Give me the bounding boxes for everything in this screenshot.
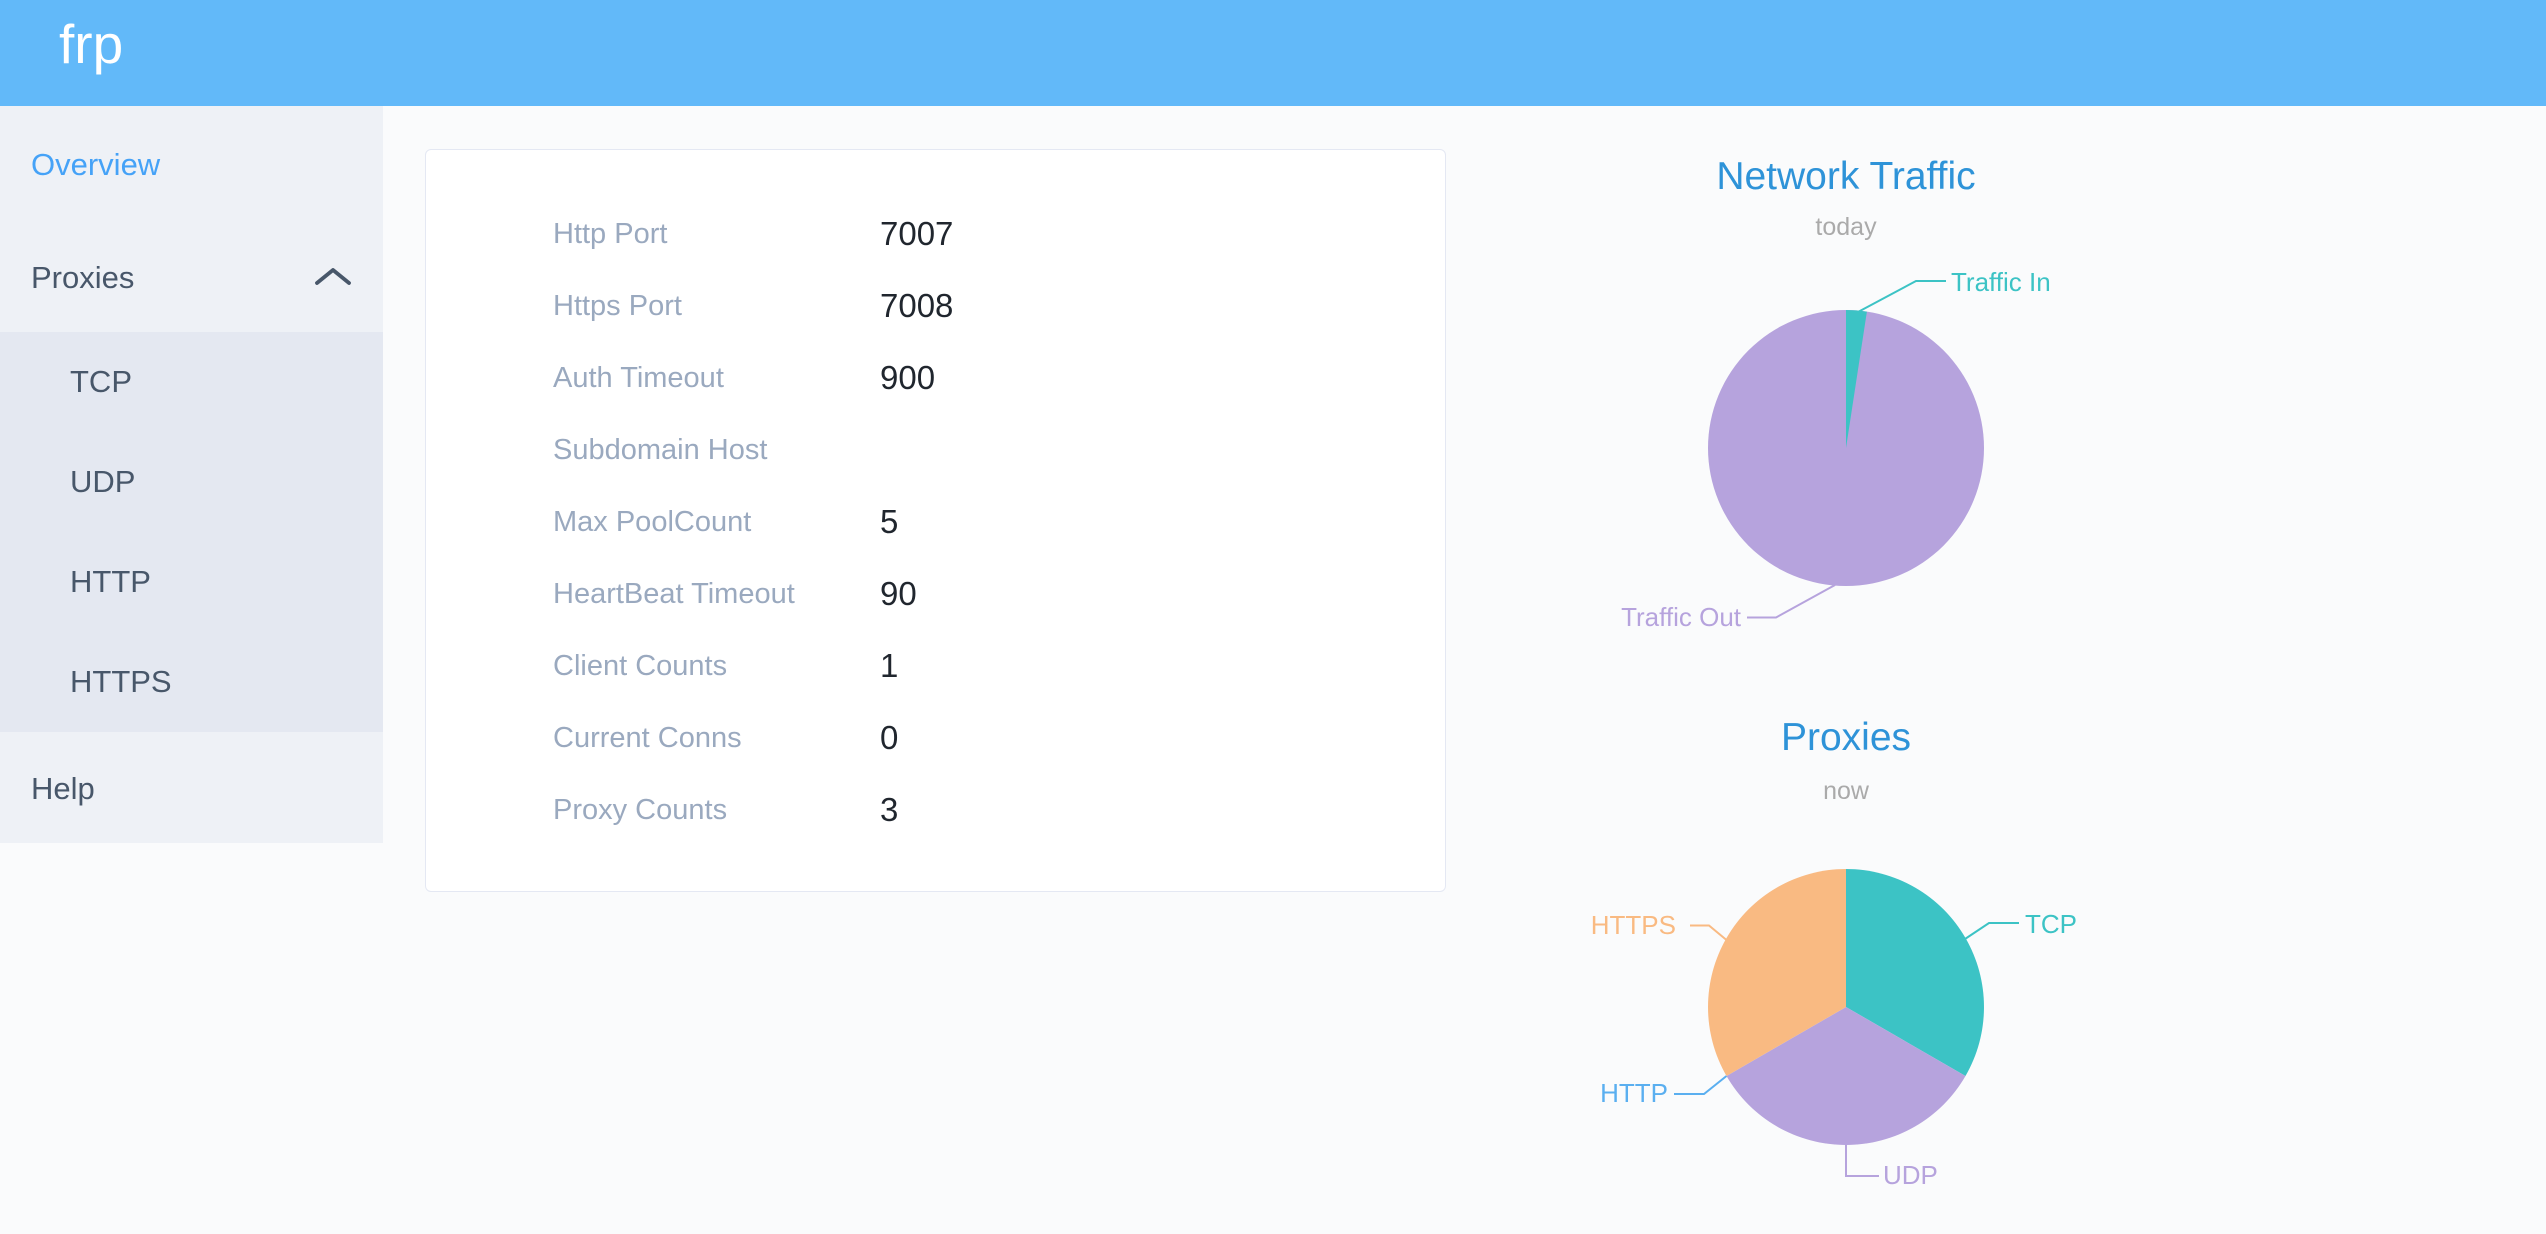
svg-text:Network Traffic: Network Traffic bbox=[1716, 155, 1975, 198]
svg-text:UDP: UDP bbox=[1883, 1160, 1938, 1190]
svg-text:TCP: TCP bbox=[2025, 909, 2077, 939]
svg-text:today: today bbox=[1815, 213, 1877, 241]
svg-text:Traffic In: Traffic In bbox=[1951, 267, 2051, 297]
svg-text:HTTP: HTTP bbox=[1600, 1078, 1668, 1108]
svg-text:Traffic Out: Traffic Out bbox=[1621, 602, 1742, 632]
svg-text:now: now bbox=[1823, 777, 1870, 805]
svg-text:Proxies: Proxies bbox=[1781, 716, 1911, 759]
svg-text:HTTPS: HTTPS bbox=[1591, 910, 1676, 940]
